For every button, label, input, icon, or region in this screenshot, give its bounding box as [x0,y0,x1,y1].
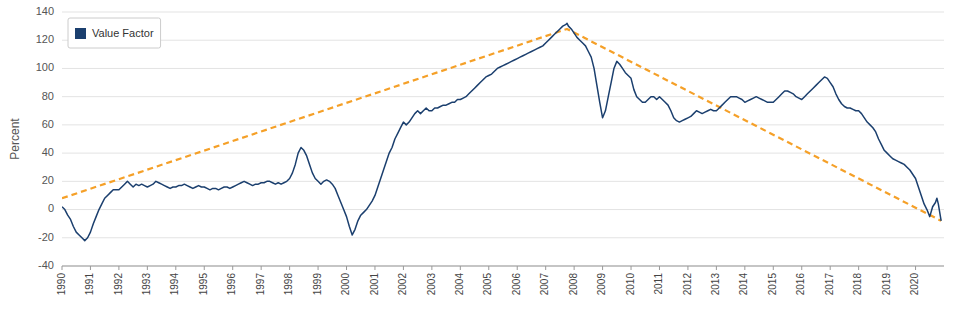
x-tick [858,266,859,270]
x-tick [374,266,375,270]
grid-line [62,124,944,125]
y-tick-label: 60 [42,118,54,130]
y-tick-label: 40 [42,146,54,158]
x-tick [716,266,717,270]
trend-line [62,29,941,221]
x-tick [488,266,489,270]
grid [62,12,944,266]
grid-line [62,12,944,13]
x-tick [118,266,119,270]
grid-line [62,96,944,97]
plot-area [62,23,941,240]
x-tick [175,266,176,270]
x-tick [830,266,831,270]
chart: -40-20020406080100120140Percent199019911… [0,0,960,318]
x-tick-label: 2006 [511,273,522,296]
x-tick-label: 2000 [340,273,351,296]
grid-line [62,266,944,267]
x-tick-label: 2005 [482,273,493,296]
series-line [62,23,941,240]
legend-swatch [75,28,86,39]
x-tick-label: 2020 [909,273,920,296]
x-tick-label: 2004 [454,273,465,296]
x-tick [289,266,290,270]
x-tick [403,266,404,270]
x-tick-label: 2007 [539,273,550,296]
x-tick-label: 1997 [255,273,266,296]
grid-line [62,237,944,238]
legend-label: Value Factor [92,27,154,39]
x-tick [517,266,518,270]
y-axis-label: Percent [8,118,22,160]
y-tick-label: -20 [38,231,54,243]
x-tick [602,266,603,270]
x-tick [744,266,745,270]
grid-line [62,40,944,41]
x-tick-label: 2012 [682,273,693,296]
x-tick-label: 2016 [795,273,806,296]
x-tick-label: 2013 [710,273,721,296]
y-tick-label: 140 [36,5,54,17]
x-axis: 1990 1991 1992 1993 1994 1995 1996 1997 1998 1999… [56,266,944,295]
x-tick-label: 2017 [824,273,835,296]
x-tick-label: 2002 [397,273,408,296]
y-axis: -40 -20 0 20 40 60 80 100 120 140 [36,5,54,271]
x-tick-label: 1991 [84,273,95,296]
x-tick [687,266,688,270]
x-tick-label: 2018 [852,273,863,296]
x-tick-label: 1994 [169,273,180,296]
legend: Value Factor [68,18,161,48]
x-tick [232,266,233,270]
y-tick-label: 20 [42,174,54,186]
grid-line [62,209,944,210]
legend-frame [68,18,161,48]
x-tick-label: 1998 [283,273,294,296]
x-tick [659,266,660,270]
x-tick [147,266,148,270]
x-tick-label: 2019 [881,273,892,296]
x-tick [915,266,916,270]
x-tick [204,266,205,270]
x-tick-label: 2010 [625,273,636,296]
x-tick-label: 1990 [56,273,67,296]
x-tick-label: 2014 [738,273,749,296]
x-tick-label: 2011 [653,273,664,295]
x-tick-label: 1993 [141,273,152,296]
x-tick-label: 1992 [113,273,124,296]
x-tick [460,266,461,270]
y-tick-label: 120 [36,33,54,45]
x-tick-label: 2003 [426,273,437,296]
x-tick [62,266,63,270]
x-tick [90,266,91,270]
x-tick [545,266,546,270]
y-tick-label: 0 [48,202,54,214]
x-tick-label: 1995 [198,273,209,296]
x-tick-label: 2001 [369,273,380,296]
x-tick [801,266,802,270]
x-tick [773,266,774,270]
y-tick-label: -40 [38,259,54,271]
x-tick-label: 2008 [568,273,579,296]
x-tick [887,266,888,270]
x-tick [574,266,575,270]
x-tick [318,266,319,270]
grid-line [62,153,944,154]
x-tick [431,266,432,270]
x-tick-label: 1999 [312,273,323,296]
y-tick-label: 80 [42,90,54,102]
grid-line [62,68,944,69]
grid-line [62,181,944,182]
x-tick-label: 1996 [226,273,237,296]
y-tick-label: 100 [36,61,54,73]
x-tick [261,266,262,270]
x-axis-line [62,266,944,267]
x-tick-label: 2015 [767,273,778,296]
x-tick-label: 2009 [596,273,607,296]
x-tick [346,266,347,270]
x-tick [631,266,632,270]
